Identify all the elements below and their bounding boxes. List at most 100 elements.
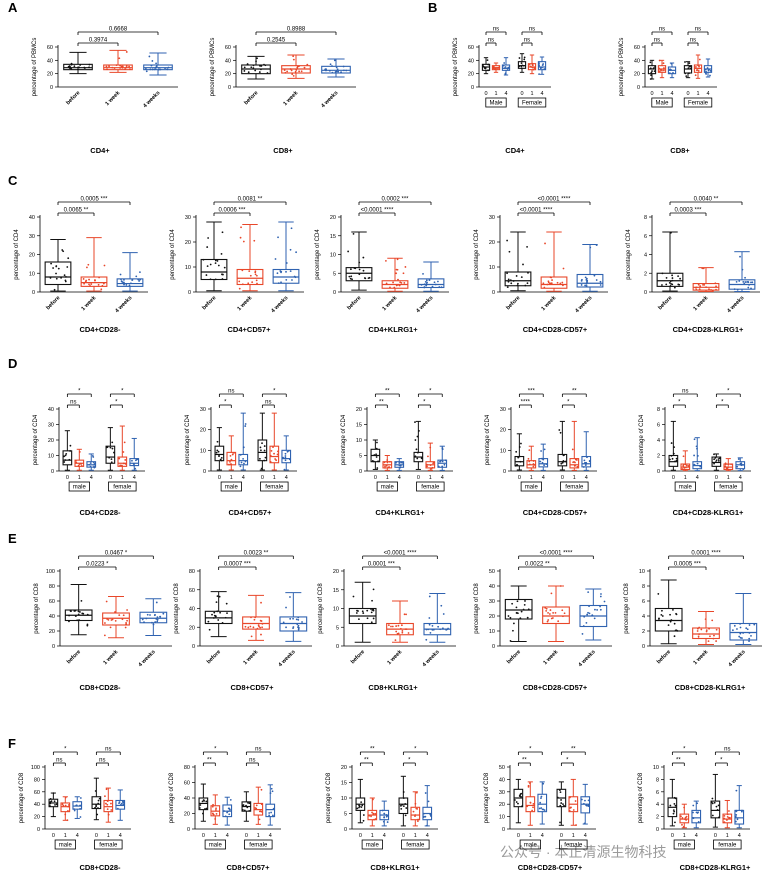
group-label: female [719, 485, 738, 491]
data-point [556, 281, 559, 284]
y-tick-label: 30 [29, 234, 35, 240]
box-male-4 [501, 57, 511, 76]
y-tick-label: 40 [47, 58, 53, 64]
x-tick-label: 0 [261, 475, 264, 481]
data-point [748, 640, 750, 643]
data-point [425, 284, 428, 287]
data-point [268, 812, 271, 814]
data-point [116, 807, 119, 810]
data-point [151, 621, 153, 624]
data-point [694, 74, 697, 77]
data-point [731, 629, 734, 632]
data-point [209, 278, 212, 281]
data-point [658, 617, 660, 620]
data-point [677, 275, 680, 278]
data-point [390, 625, 392, 628]
data-point [220, 252, 223, 255]
data-point [292, 58, 295, 61]
group-label: male [59, 843, 73, 849]
box-female-4 [437, 445, 448, 471]
data-point [131, 278, 134, 281]
data-point [372, 608, 375, 611]
p-value-label: ns [99, 758, 105, 764]
y-tick-label: 15 [333, 588, 339, 594]
x-tick-label: 0 [95, 833, 98, 839]
data-point [437, 465, 440, 468]
data-point [562, 460, 565, 462]
y-axis-label: percentage of CD8 [638, 772, 644, 823]
data-point [561, 461, 564, 464]
data-point [229, 798, 232, 801]
data-point [420, 457, 423, 460]
y-tick-label: 6 [657, 423, 660, 429]
p-value-label: 0.6668 [109, 27, 128, 33]
data-point [658, 59, 661, 62]
data-point [372, 460, 375, 463]
data-point [111, 66, 114, 69]
p-value-label: ** [385, 389, 390, 395]
y-tick-label: 20 [489, 240, 495, 246]
data-point [710, 289, 712, 291]
box-before [64, 584, 93, 636]
data-point [397, 283, 399, 286]
data-point [391, 625, 394, 628]
group-label-box [244, 839, 273, 850]
p-value-label: 0.0001 **** [691, 551, 721, 557]
box-female-1 [269, 412, 280, 471]
data-point [497, 67, 499, 70]
x-tick-label: 1 [727, 475, 730, 481]
box-before [200, 221, 228, 292]
data-point [223, 810, 225, 812]
data-point [416, 457, 419, 460]
p-value-label: 0.0081 ** [238, 197, 263, 203]
x-tick-label: 1 [386, 475, 389, 481]
data-point [748, 624, 751, 626]
data-point [711, 814, 714, 817]
p-value-label: <0.0001 **** [361, 208, 395, 214]
data-point [684, 466, 687, 469]
y-tick-label: 20 [47, 72, 53, 78]
data-point [556, 796, 559, 799]
box-iqr [139, 611, 168, 624]
box-iqr [200, 258, 228, 281]
data-point [49, 805, 51, 807]
data-point [503, 62, 506, 64]
data-point [102, 282, 105, 285]
data-point [414, 802, 417, 805]
data-point [588, 459, 591, 462]
data-point [385, 465, 388, 467]
data-point [166, 68, 169, 71]
x-category-label: before [206, 649, 222, 665]
data-point [700, 628, 703, 631]
data-point [580, 798, 583, 801]
data-point [55, 265, 58, 267]
data-point [572, 809, 575, 811]
p-value-label: * [273, 389, 276, 395]
data-point [285, 270, 287, 273]
data-point [73, 809, 76, 812]
data-point [540, 66, 543, 69]
y-tick-label: 100 [46, 569, 55, 575]
panel-letter: C [8, 173, 18, 188]
data-point [441, 627, 444, 630]
p-value-label: * [414, 747, 417, 753]
data-point [518, 446, 521, 448]
data-point [74, 459, 77, 462]
box-female-1 [723, 458, 734, 472]
box-female-0 [91, 777, 102, 821]
data-point [349, 268, 352, 271]
data-point [272, 446, 274, 448]
data-point [547, 619, 550, 621]
data-point [650, 71, 653, 74]
data-point [707, 640, 710, 643]
data-point [441, 448, 444, 451]
data-point [206, 246, 209, 248]
data-point [110, 809, 113, 811]
box-male-0 [355, 778, 366, 824]
data-point [673, 803, 676, 805]
data-point [395, 284, 398, 287]
